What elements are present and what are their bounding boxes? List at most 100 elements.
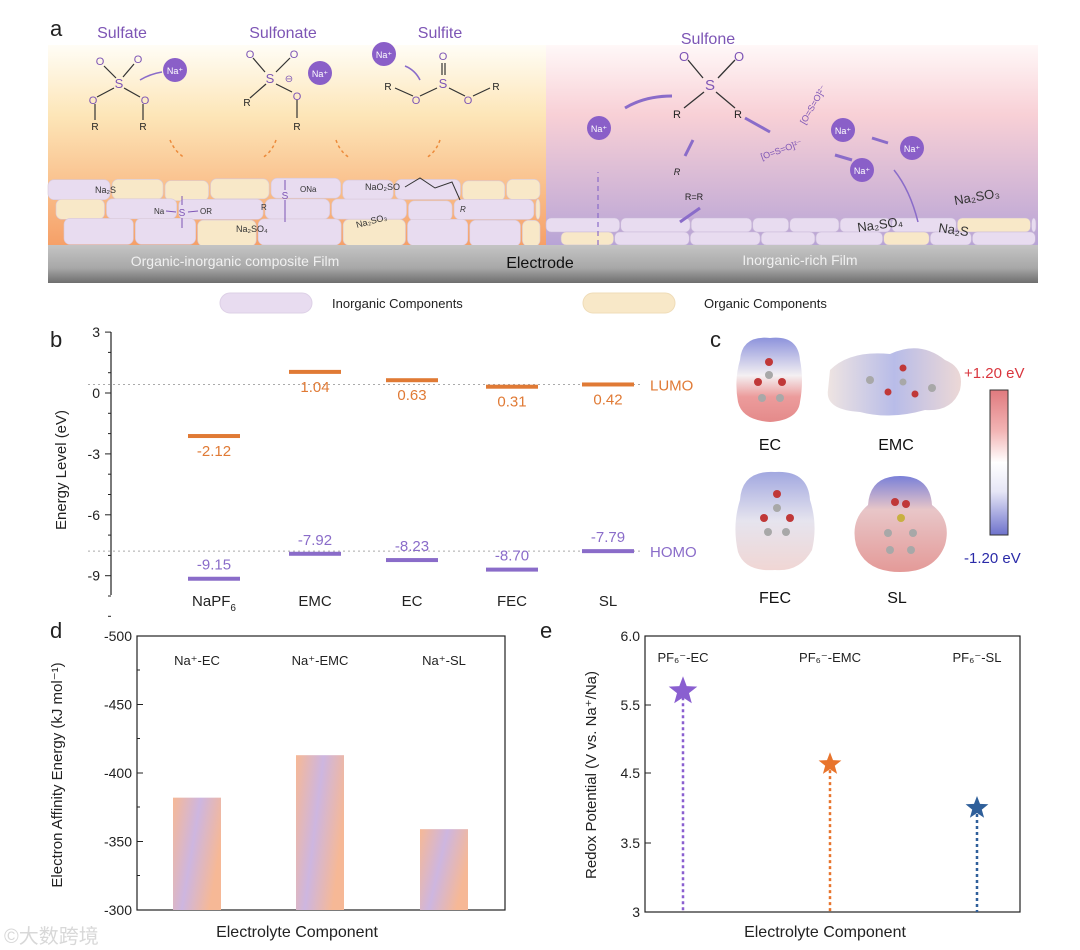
homo-value-label: -8.70: [495, 548, 529, 565]
y-tick-label: 3.5: [621, 835, 641, 851]
film-block: [111, 179, 164, 200]
svg-text:R: R: [674, 167, 681, 177]
svg-text:O: O: [134, 54, 143, 66]
energy-level-chart: Energy Level (eV) 3 0 -3 -6 -9 LUMO HOMO -2.12 1…: [53, 324, 697, 617]
lumo-level-bar: [582, 382, 634, 387]
bar: [173, 797, 221, 910]
y-axis-label: Redox Potential (V vs. Na⁺/Na): [583, 671, 600, 879]
film-block: [257, 218, 342, 246]
panel-a-schematic: Organic-inorganic composite Film Electro…: [47, 25, 1038, 314]
sodium-ion: [372, 42, 396, 66]
electrode-label: Electrode: [506, 255, 574, 272]
film-block: [620, 217, 691, 233]
film-block: [106, 198, 178, 220]
film-block: [453, 199, 535, 220]
reference-label-homo: HOMO: [650, 544, 697, 561]
sodium-ion-label: Na⁺: [904, 144, 921, 154]
panel-label-e: e: [540, 618, 553, 643]
film-block: [972, 231, 1036, 246]
sodium-ion: [308, 61, 332, 85]
film-blocks: [47, 177, 1037, 247]
homo-level-bar: [582, 549, 634, 554]
legend-swatch-inorganic: [219, 292, 313, 314]
film-block: [1031, 217, 1037, 233]
sodium-ion-label: Na⁺: [835, 126, 852, 136]
svg-text:R: R: [673, 109, 681, 121]
homo-level-bar: [486, 567, 538, 572]
category-label: Na⁺-EMC: [292, 653, 349, 668]
bar: [420, 829, 468, 910]
film-block: [614, 231, 690, 246]
homo-value-label: -7.92: [298, 532, 332, 549]
film-block: [689, 231, 761, 246]
svg-text:R: R: [460, 205, 466, 214]
film-block: [690, 217, 753, 233]
molecule-label-ec: EC: [758, 437, 782, 454]
sulfite-structure: [394, 63, 491, 97]
data-point-star: [668, 676, 698, 704]
film-block: [815, 231, 883, 246]
data-point-star: [818, 752, 842, 774]
homo-level-bar: [386, 558, 438, 563]
film-block: [560, 231, 614, 246]
svg-text:R=R: R=R: [685, 192, 704, 202]
bar: [296, 755, 344, 910]
x-axis-label: Electrolyte Component: [216, 924, 378, 941]
y-axis-label: Energy Level (eV): [53, 410, 70, 530]
category-label: PF₆⁻-EMC: [799, 650, 861, 665]
svg-text:R: R: [734, 109, 742, 121]
electrode-bar: [48, 245, 1038, 283]
svg-text:O: O: [734, 49, 744, 64]
lumo-level-bar: [486, 384, 538, 389]
sl-esp-surface: [854, 476, 947, 572]
lumo-value-label: 0.31: [497, 394, 526, 411]
film-block: [469, 219, 521, 247]
film-block: [55, 198, 105, 220]
y-tick-label: -3: [88, 446, 101, 462]
film-block: [264, 198, 331, 220]
film-block: [63, 218, 134, 245]
category-label: Na⁺-EC: [174, 653, 220, 668]
svg-text:S: S: [115, 76, 124, 91]
film-block: [506, 179, 541, 200]
svg-text:OR: OR: [200, 207, 212, 216]
ec-esp-surface: [736, 337, 802, 422]
panel-label-c: c: [710, 327, 721, 352]
colorbar-max-label: +1.20 eV: [964, 365, 1024, 382]
watermark: ©大数跨境: [4, 926, 99, 948]
plot-frame: [644, 635, 1021, 913]
svg-text:ONa: ONa: [300, 185, 317, 194]
svg-text:S: S: [705, 77, 715, 94]
film-block: [407, 219, 469, 246]
inorganic-film-background: [546, 45, 1038, 245]
y-tick-label: 3: [92, 324, 100, 340]
colorbar-min-label: -1.20 eV: [964, 550, 1021, 567]
svg-text:R: R: [261, 203, 267, 212]
homo-value-label: -7.79: [591, 529, 625, 546]
esp-maps: +1.20 eV -1.20 eV: [735, 337, 1024, 572]
sulfone-title: Sulfone: [681, 31, 735, 48]
category-label: SL: [599, 593, 617, 610]
fec-esp-surface: [735, 471, 815, 571]
svg-text:S: S: [266, 71, 275, 86]
panel-label-a: a: [50, 16, 63, 41]
lumo-value-label: 0.42: [593, 391, 622, 408]
y-tick-label: -500: [104, 628, 132, 644]
category-label: EC: [402, 593, 423, 610]
sodium-ion: [900, 136, 924, 160]
panel-label-b: b: [50, 327, 63, 352]
film-block: [883, 231, 930, 246]
film-block: [210, 178, 270, 200]
sulfonate-title: Sulfonate: [249, 25, 317, 42]
y-tick-label: 0: [92, 385, 100, 401]
film-left-label: Organic-inorganic composite Film: [131, 253, 340, 269]
electron-affinity-chart: Electron Affinity Energy (kJ mol⁻¹) Elec…: [49, 628, 506, 941]
svg-text:Na: Na: [154, 207, 165, 216]
molecule-label-fec: FEC: [759, 590, 791, 607]
data-point-star: [965, 796, 989, 818]
sulfite-title: Sulfite: [418, 25, 463, 42]
lumo-level-bar: [386, 378, 438, 383]
sodium-ion: [850, 158, 874, 182]
svg-text:O: O: [412, 95, 421, 107]
y-tick-label: -9: [88, 568, 101, 584]
